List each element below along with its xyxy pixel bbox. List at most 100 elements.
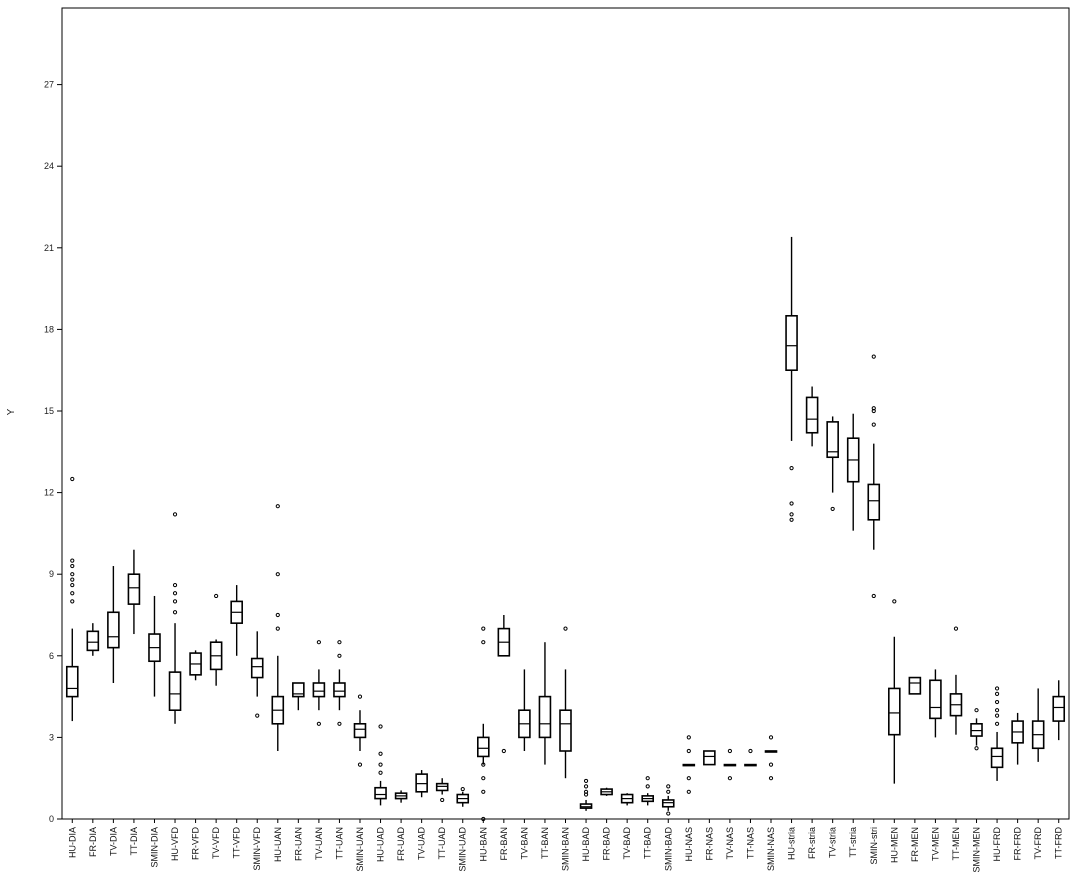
x-category-label: TV-BAN: [519, 827, 529, 860]
iqr-box: [292, 682, 305, 698]
x-category-label: TT-BAD: [643, 827, 653, 860]
box-smin-vfd: [250, 631, 264, 823]
box-fr-dia: [86, 623, 100, 823]
iqr-box: [805, 396, 819, 434]
outlier-point: [583, 778, 589, 784]
outlier-point: [953, 626, 959, 631]
box-hu-frd: [990, 686, 1004, 823]
x-category-label: HU-NAS: [684, 827, 694, 862]
outlier-point: [666, 811, 671, 816]
outlier-point: [70, 599, 75, 604]
box-tv-frd: [1031, 688, 1045, 823]
iqr-box: [168, 671, 182, 711]
outlier-point: [686, 776, 691, 781]
outlier-point: [994, 686, 1000, 691]
outlier-point: [501, 748, 506, 754]
y-tick-label: 27: [44, 80, 54, 90]
iqr-box: [826, 421, 839, 459]
x-category-label: TV-FRD: [1033, 827, 1043, 860]
iqr-box: [127, 573, 141, 605]
x-axis-labels: HU-DIA FR-DIA TV-DIA TT-DIA SMIN-DIA HU-VFD FR…: [67, 827, 1063, 873]
box-tt-men: [949, 626, 963, 823]
box-smin-uad: [456, 786, 470, 823]
box-tt-vfd: [230, 585, 243, 823]
x-category-label: FR-stria: [807, 827, 817, 859]
y-tick-label: 6: [49, 651, 54, 661]
x-category-label: TV-MEN: [930, 827, 940, 861]
x-category-label: TT-MEN: [951, 827, 961, 861]
box-hu-men: [888, 599, 901, 823]
x-category-label: TT-NAS: [745, 827, 755, 859]
outlier-point: [172, 599, 178, 604]
outlier-point: [871, 593, 876, 599]
iqr-box: [1052, 695, 1066, 722]
outlier-point: [974, 746, 979, 751]
x-category-label: SMIN-UAD: [458, 827, 468, 872]
outlier-point: [727, 748, 733, 754]
box-hu-vfd: [168, 512, 182, 823]
x-category-label: FR-DIA: [88, 827, 98, 857]
x-category-label: HU-BAN: [478, 827, 488, 862]
box-hu-nas: [682, 735, 696, 823]
box-tt-dia: [127, 549, 141, 823]
box-tt-uan: [333, 640, 346, 823]
iqr-box: [538, 695, 552, 739]
outlier-point: [994, 708, 1000, 713]
outlier-point: [357, 694, 363, 699]
outlier-point: [994, 691, 1000, 696]
iqr-box: [312, 682, 326, 698]
y-tick-label: 3: [49, 732, 54, 742]
outlier-point: [789, 517, 794, 522]
outlier-point: [789, 466, 794, 471]
x-category-label: TT-UAD: [437, 827, 447, 860]
y-axis-title: Y: [6, 408, 17, 415]
outlier-point: [70, 591, 75, 596]
y-tick-label: 18: [44, 324, 54, 334]
outlier-point: [214, 593, 219, 599]
box-tt-nas: [744, 748, 757, 823]
iqr-box: [65, 665, 79, 698]
x-category-label: TT-FRD: [1054, 827, 1064, 859]
outlier-point: [378, 770, 383, 775]
outlier-point: [583, 789, 589, 794]
outlier-point: [994, 721, 1000, 726]
iqr-box: [703, 750, 716, 766]
iqr-box: [415, 773, 428, 793]
x-category-label: SMIN-BAD: [663, 827, 673, 872]
outlier-point: [316, 721, 321, 726]
outlier-point: [645, 784, 650, 789]
boxes-group: [65, 236, 1066, 823]
x-category-label: FR-UAN: [293, 827, 303, 861]
x-category-label: SMIN-BAN: [561, 827, 571, 871]
outlier-point: [666, 784, 671, 789]
x-category-label: SMIN-stri: [869, 827, 879, 865]
x-category-label: FR-UAD: [396, 827, 406, 861]
box-tt-bad: [641, 776, 655, 823]
x-category-label: TV-UAD: [417, 827, 427, 861]
outlier-point: [275, 626, 280, 631]
y-axis: 0 3 6 9 12 15 18 21 24 27: [44, 80, 62, 824]
outlier-point: [871, 354, 876, 359]
outlier-point: [275, 612, 280, 618]
iqr-box: [661, 799, 675, 808]
x-category-label: HU-VFD: [170, 827, 180, 861]
y-tick-label: 0: [49, 814, 54, 824]
outlier-point: [686, 735, 691, 740]
outlier-point: [172, 591, 178, 596]
outlier-point: [460, 786, 465, 792]
x-category-label: TT-stria: [848, 827, 858, 858]
outlier-point: [789, 512, 794, 517]
iqr-box: [107, 611, 120, 649]
outlier-point: [70, 582, 75, 588]
box-tt-ban: [538, 642, 552, 823]
outlier-point: [481, 816, 486, 822]
iqr-box: [86, 630, 100, 652]
box-tv-men: [929, 669, 942, 823]
x-category-label: FR-BAN: [499, 827, 509, 861]
iqr-box: [990, 747, 1004, 769]
x-category-label: SMIN-VFD: [252, 827, 262, 871]
x-category-label: HU-MEN: [889, 827, 899, 863]
box-hu-bad: [579, 778, 593, 823]
x-category-label: FR-VFD: [191, 827, 201, 860]
